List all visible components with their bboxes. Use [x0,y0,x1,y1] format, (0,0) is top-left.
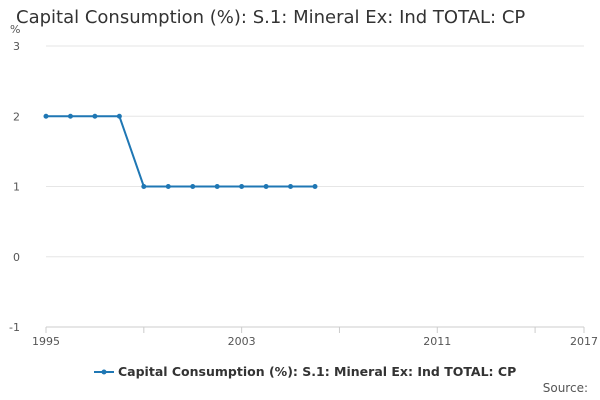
y-tick-label: -1 [9,321,20,334]
legend[interactable]: Capital Consumption (%): S.1: Mineral Ex… [94,364,516,379]
y-tick-label: 1 [13,181,20,194]
data-point [92,113,98,119]
series-line [46,115,315,188]
data-point [214,184,220,189]
y-tick-label: 2 [13,110,20,123]
x-tick-label: 2011 [423,335,451,348]
data-point [190,184,196,189]
data-point [116,113,122,119]
y-tick-label: 3 [13,40,20,53]
data-point [43,113,49,119]
data-point [165,184,171,189]
data-point [141,184,147,189]
y-axis-unit-label: % [10,23,21,36]
data-point [67,113,73,119]
data-point [263,184,269,189]
chart-title: Capital Consumption (%): S.1: Mineral Ex… [16,7,526,28]
x-tick-label: 2003 [228,335,256,348]
data-point [288,184,294,189]
data-point [312,184,318,189]
data-point [239,184,245,189]
y-tick-label: 0 [13,251,20,264]
legend-line-marker [94,369,114,374]
legend-label: Capital Consumption (%): S.1: Mineral Ex… [118,364,517,379]
source-label: Source: [542,381,588,395]
x-tick-label: 1995 [32,335,60,348]
x-tick-label: 2017 [570,335,598,348]
